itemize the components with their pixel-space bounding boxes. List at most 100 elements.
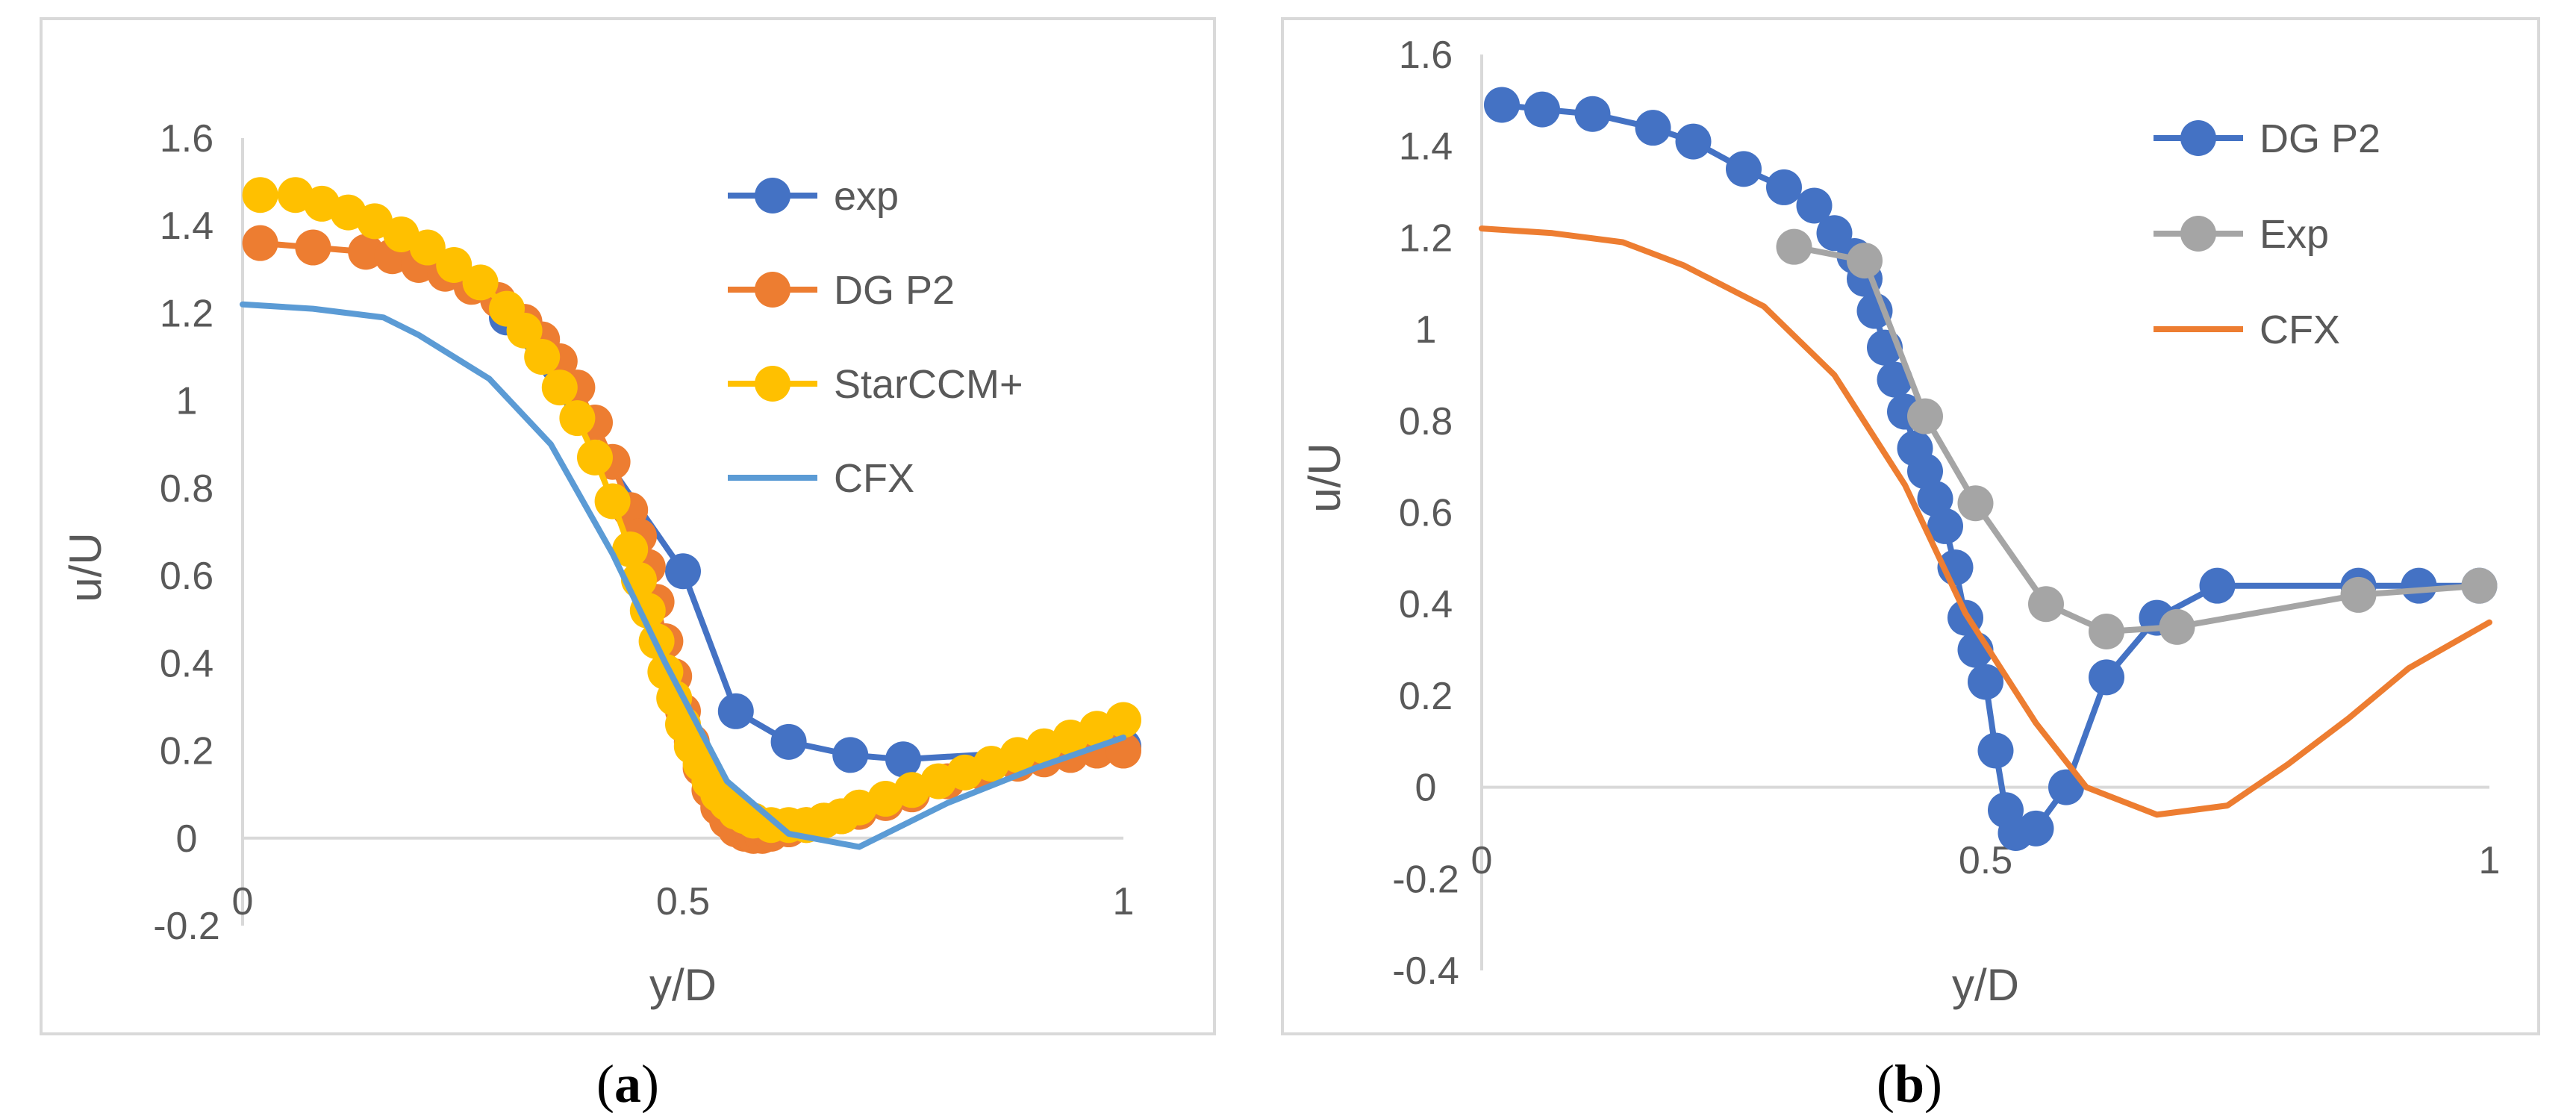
panel-a-series-cfx-legend-label: CFX xyxy=(834,456,914,501)
panel-b-frame xyxy=(1281,17,2540,1035)
panel-b-series-dg-p2-point xyxy=(2401,567,2437,604)
panel-b-series-dg-p2-legend-marker xyxy=(2180,120,2216,156)
panel-b-ytick-label: 0.2 xyxy=(1399,675,1453,718)
panel-b-series-exp-point xyxy=(1957,485,1994,522)
panel-a-series-starccm-point xyxy=(541,370,578,406)
panel-a-x-axis-title: y/D xyxy=(649,960,717,1010)
panel-b-ytick-label: 0.4 xyxy=(1399,583,1453,626)
panel-b-ytick-label: 0.8 xyxy=(1399,400,1453,443)
panel-a-series-exp-point xyxy=(770,723,807,760)
panel-b-series-dg-p2-point xyxy=(1917,481,1953,517)
panel-b-series-dg-p2-point xyxy=(1635,110,1671,146)
panel-b-series-dg-p2-point xyxy=(1877,361,1913,398)
panel-b-series-exp-legend-marker xyxy=(2180,216,2216,252)
panel-a-xtick-label: 0.5 xyxy=(656,880,710,923)
panel-b-xtick-label: 0 xyxy=(1471,839,1493,882)
panel-a-series-exp-point xyxy=(717,693,754,729)
panel-a-series-starccm-point xyxy=(506,312,543,349)
panel-a-ytick-label: 0.2 xyxy=(160,730,213,773)
panel-a-xtick-label: 0 xyxy=(232,880,254,923)
panel-a-series-exp-point xyxy=(665,553,701,590)
panel-b-series-dg-p2-point xyxy=(1574,96,1611,132)
panel-a-series-starccm-point xyxy=(577,439,613,476)
panel-a-series-starccm-point xyxy=(524,339,561,375)
panel-a-series-starccm-point xyxy=(1105,702,1141,738)
panel-a-series-dg-p2-legend-label: DG P2 xyxy=(834,268,955,313)
panel-a-series-exp-point xyxy=(832,737,869,773)
panel-b-series-dg-p2-point xyxy=(2199,567,2236,604)
panel-a-series-starccm-point xyxy=(409,229,446,266)
panel-b-chart: -0.4 -0.2 0 0.2 0.4 0.6 0.8 1 1.2 1.4 1.6 0 0.5 1 y/D u… xyxy=(1300,34,2500,1010)
panel-a-series-starccm-legend-label: StarCCM+ xyxy=(834,362,1023,407)
panel-b-series-exp-legend-label: Exp xyxy=(2260,212,2329,257)
panel-b-series-dg-p2-point xyxy=(2089,659,2124,696)
panel-b-ytick-label: 1.2 xyxy=(1399,216,1453,260)
panel-a-series-starccm-point xyxy=(612,531,649,567)
panel-a-series-exp-point xyxy=(885,741,921,778)
panel-a-series-starccm-point xyxy=(436,246,473,283)
panel-b-series-dg-p2-point xyxy=(1977,732,2014,769)
panel-b-series-dg-p2-point xyxy=(1484,87,1520,123)
panel-b-series-dg-p2-point xyxy=(1675,123,1712,160)
panel-b-series-exp-point xyxy=(2461,567,2498,604)
panel-a-ytick-label: 1.2 xyxy=(160,292,213,335)
panel-a-series-dg-p2-point xyxy=(242,225,278,261)
caption-a: (a) xyxy=(596,1054,659,1113)
panel-b-ytick-label: 0.6 xyxy=(1399,492,1453,535)
panel-b-series-exp-point xyxy=(2340,576,2377,613)
panel-b-series-dg-p2-point xyxy=(1796,187,1833,224)
panel-a-series-starccm-point xyxy=(559,400,596,437)
panel-b-series-cfx-line xyxy=(1479,225,2492,818)
panel-b-ytick-label: -0.2 xyxy=(1392,858,1459,901)
panel-a-series-starccm-point xyxy=(462,264,499,301)
panel-a-ytick-label: 0.8 xyxy=(160,467,213,511)
panel-b-series-exp-point xyxy=(2028,586,2064,623)
panel-b-series-dg-p2-point xyxy=(1766,169,1802,205)
panel-b-series-exp-point xyxy=(1907,398,1943,434)
panel-a-ytick-label: 0 xyxy=(176,817,198,861)
panel-b-series-exp-point xyxy=(2159,608,2195,645)
panel-b-ytick-label: 1.6 xyxy=(1399,34,1453,77)
panel-a-series-starccm-point xyxy=(594,483,631,520)
panel-a-ytick-label: 0.4 xyxy=(160,642,213,685)
panel-b-ytick-label: 1.4 xyxy=(1399,125,1453,169)
panel-b-series-dg-p2-point xyxy=(1524,91,1560,128)
panel-b-xtick-label: 0.5 xyxy=(1959,839,2012,882)
panel-b-series-exp-point xyxy=(1847,243,1883,279)
panel-a-ytick-label: 1.6 xyxy=(160,117,213,160)
panel-a-xtick-label: 1 xyxy=(1113,880,1135,923)
panel-a-y-axis-title: u/U xyxy=(60,532,110,602)
panel-a-chart: -0.2 0 0.2 0.4 0.6 0.8 1 1.2 1.4 1.6 0 0.5 1 y/D u/U ex… xyxy=(60,117,1141,1010)
panel-a-series-exp-legend-marker xyxy=(755,178,790,213)
panel-b-series-dg-p2-point xyxy=(2048,769,2084,805)
panel-b-ytick-label: 1 xyxy=(1415,308,1437,352)
panel-a-series-dg-p2-legend-marker xyxy=(755,272,790,308)
panel-a-series-starccm-legend-marker xyxy=(755,366,790,402)
panel-b-x-axis-title: y/D xyxy=(1952,960,2019,1010)
panel-a-series-dg-p2-point xyxy=(348,234,384,270)
panel-b-series-dg-p2-point xyxy=(1726,151,1762,187)
panel-a-ytick-label: 1.4 xyxy=(160,205,213,248)
panel-b-series-exp-point xyxy=(1776,228,1812,265)
caption-b: (b) xyxy=(1877,1054,1942,1113)
panel-a-series-starccm-point xyxy=(357,203,393,240)
panel-b-series-exp-point xyxy=(2089,614,2124,650)
panel-b-series-dg-p2-point xyxy=(1907,453,1943,490)
panel-a-ytick-label: 1 xyxy=(176,380,198,423)
panel-a-series-dg-p2-point xyxy=(295,229,331,266)
panel-a-series-starccm-point xyxy=(383,216,420,252)
panel-b-y-axis-title: u/U xyxy=(1300,443,1350,512)
panel-b-series-dg-p2-point xyxy=(2018,810,2054,847)
panel-a-ytick-label: 0.6 xyxy=(160,555,213,598)
panel-b-xtick-label: 1 xyxy=(2479,839,2501,882)
panel-a-series-exp-legend-label: exp xyxy=(834,174,899,219)
panel-b-ytick-label: 0 xyxy=(1415,767,1437,810)
panel-b-series-dg-p2-point xyxy=(1927,508,1963,544)
panel-a-ytick-label: -0.2 xyxy=(153,905,220,948)
panel-b-series-cfx-legend-label: CFX xyxy=(2260,308,2340,352)
panel-b-series-dg-p2-point xyxy=(1968,664,2003,700)
panel-a-series-cfx-line xyxy=(240,301,1126,850)
panel-b-ytick-label: -0.4 xyxy=(1392,950,1459,993)
panel-a-series-starccm-point xyxy=(242,177,278,213)
